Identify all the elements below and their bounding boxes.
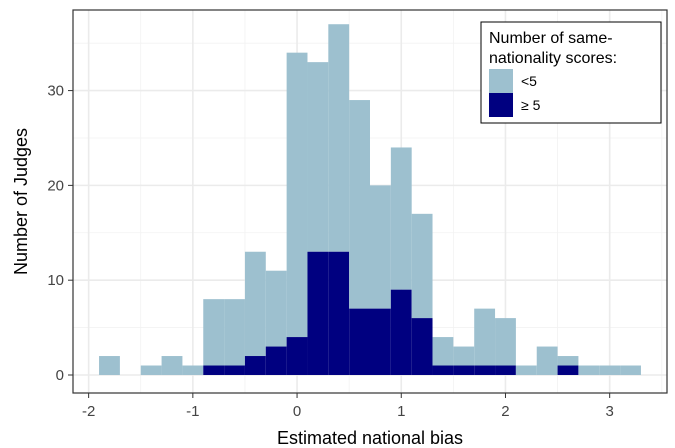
legend-key-ge5 [489,93,513,117]
bar-lt5 [349,100,370,309]
bar-lt5 [557,356,579,366]
bar-lt5 [307,62,329,252]
bar-lt5 [578,365,600,375]
bar-lt5 [432,337,454,366]
bar-lt5 [495,318,516,366]
legend-label-ge5: ≥ 5 [521,97,541,113]
bar-ge5 [474,365,496,375]
y-tick-label: 0 [56,367,64,384]
bar-ge5 [328,251,350,375]
x-tick-label: -1 [186,403,199,420]
bar-lt5 [203,299,225,366]
bar-ge5 [265,346,287,375]
bar-ge5 [370,308,391,375]
bar-lt5 [224,299,245,366]
bar-lt5 [265,270,287,347]
bar-ge5 [432,365,454,375]
x-tick-label: 1 [397,403,405,420]
bar-ge5 [203,365,225,375]
y-axis-ticks: 0 10 20 30 [47,83,73,384]
bar-lt5 [453,346,475,366]
bar-lt5 [328,24,350,252]
bar-lt5 [620,365,641,375]
bars [99,24,641,375]
bar-ge5 [495,365,516,375]
bar-lt5 [536,346,558,375]
x-tick-label: 3 [606,403,614,420]
legend: Number of same- nationality scores: <5 ≥… [480,21,662,124]
bar-lt5 [182,365,204,375]
y-tick-label: 20 [47,177,64,194]
x-axis-ticks: -2 -1 0 1 2 3 [82,393,614,420]
x-tick-label: 0 [293,403,301,420]
bar-lt5 [286,52,308,338]
bar-ge5 [390,289,412,375]
x-axis-title: Estimated national bias [277,428,463,448]
y-axis-title: Number of Judges [11,128,31,275]
bar-ge5 [224,365,245,375]
bar-ge5 [307,251,329,375]
bar-lt5 [99,356,120,375]
bar-lt5 [140,365,162,375]
legend-title-line-1: Number of same- [489,30,613,47]
legend-title-line-2: nationality scores: [489,50,617,67]
bar-lt5 [515,365,537,375]
bar-lt5 [370,185,391,309]
bar-lt5 [411,213,433,319]
y-tick-label: 30 [47,83,64,100]
bar-ge5 [286,337,308,375]
panel-border [72,9,668,394]
bar-ge5 [453,365,475,375]
bar-ge5 [244,356,266,375]
legend-key-lt5 [489,69,513,93]
bar-ge5 [411,318,433,375]
legend-label-lt5: <5 [521,73,537,89]
y-tick-label: 10 [47,272,64,289]
bar-lt5 [161,356,183,375]
bar-lt5 [244,251,266,357]
bar-lt5 [390,147,412,290]
bar-lt5 [474,308,496,366]
bar-ge5 [557,365,579,375]
bar-ge5 [349,308,370,375]
x-tick-label: 2 [501,403,509,420]
bar-lt5 [599,365,621,375]
x-tick-label: -2 [82,403,95,420]
